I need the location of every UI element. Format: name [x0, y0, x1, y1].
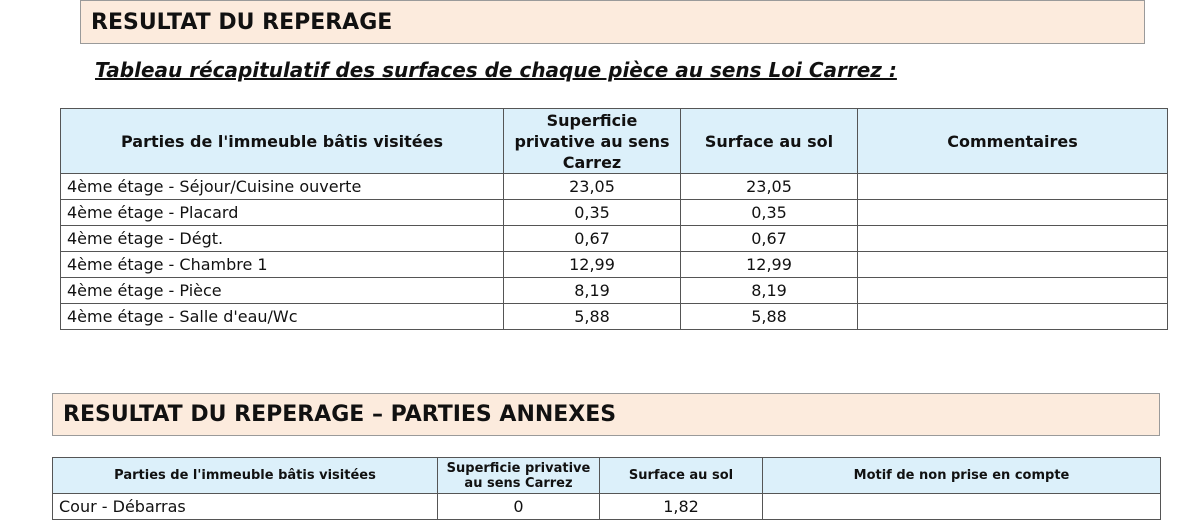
empty-cell [857, 251, 1168, 278]
table-row: 4ème étage - Dégt. 0,67 0,67 [60, 225, 1168, 252]
surface-table: Parties de l'immeuble bâtis visitées Supe… [60, 108, 1168, 330]
subtitle: Tableau récapitulatif des surfaces de ch… [95, 58, 897, 82]
table-row: 4ème étage - Chambre 1 12,99 12,99 [60, 251, 1168, 278]
table-cell: 4ème étage - Chambre 1 [60, 251, 504, 278]
header-cell: Superficie privative au sens Carrez [503, 108, 681, 174]
header-row: Parties de l'immeuble bâtis visitées Supe… [52, 457, 1161, 494]
section-header: RESULTAT DU REPERAGE [80, 0, 1145, 44]
header-cell: Parties de l'immeuble bâtis visitées [52, 457, 438, 494]
table-cell: 4ème étage - Dégt. [60, 225, 504, 252]
table-cell: 1,82 [599, 493, 763, 520]
table-cell: 23,05 [680, 173, 858, 200]
empty-cell [857, 225, 1168, 252]
empty-cell [857, 173, 1168, 200]
table-cell: 0,67 [503, 225, 681, 252]
empty-cell [857, 277, 1168, 304]
table-cell: 12,99 [503, 251, 681, 278]
header-row: Parties de l'immeuble bâtis visitées Supe… [60, 108, 1168, 174]
table-cell: 8,19 [680, 277, 858, 304]
table-cell: 4ème étage - Salle d'eau/Wc [60, 303, 504, 330]
table-cell: 0,67 [680, 225, 858, 252]
empty-cell [857, 199, 1168, 226]
header-cell: Parties de l'immeuble bâtis visitées [60, 108, 504, 174]
table-cell: 12,99 [680, 251, 858, 278]
empty-cell [762, 493, 1161, 520]
empty-cell [857, 303, 1168, 330]
header-cell: Motif de non prise en compte [762, 457, 1161, 494]
annex-table: Parties de l'immeuble bâtis visitées Supe… [52, 457, 1161, 520]
header-cell: Superficie privative au sens Carrez [437, 457, 600, 494]
table-cell: 8,19 [503, 277, 681, 304]
table-cell: 23,05 [503, 173, 681, 200]
header-cell: Commentaires [857, 108, 1168, 174]
table-cell: 4ème étage - Séjour/Cuisine ouverte [60, 173, 504, 200]
header-cell: Surface au sol [680, 108, 858, 174]
table-cell: 4ème étage - Pièce [60, 277, 504, 304]
table-cell: Cour - Débarras [52, 493, 438, 520]
table-row: 4ème étage - Séjour/Cuisine ouverte 23,05… [60, 173, 1168, 200]
table-cell: 5,88 [503, 303, 681, 330]
table-cell: 5,88 [680, 303, 858, 330]
table-cell: 0,35 [503, 199, 681, 226]
table-row: 4ème étage - Pièce 8,19 8,19 [60, 277, 1168, 304]
section-header: RESULTAT DU REPERAGE – PARTIES ANNEXES [52, 393, 1160, 436]
table-cell: 0 [437, 493, 600, 520]
header-cell: Surface au sol [599, 457, 763, 494]
table-row: 4ème étage - Salle d'eau/Wc 5,88 5,88 [60, 303, 1168, 330]
table-cell: 4ème étage - Placard [60, 199, 504, 226]
table-row: 4ème étage - Placard 0,35 0,35 [60, 199, 1168, 226]
table-cell: 0,35 [680, 199, 858, 226]
table-row: Cour - Débarras 0 1,82 [52, 493, 1161, 520]
